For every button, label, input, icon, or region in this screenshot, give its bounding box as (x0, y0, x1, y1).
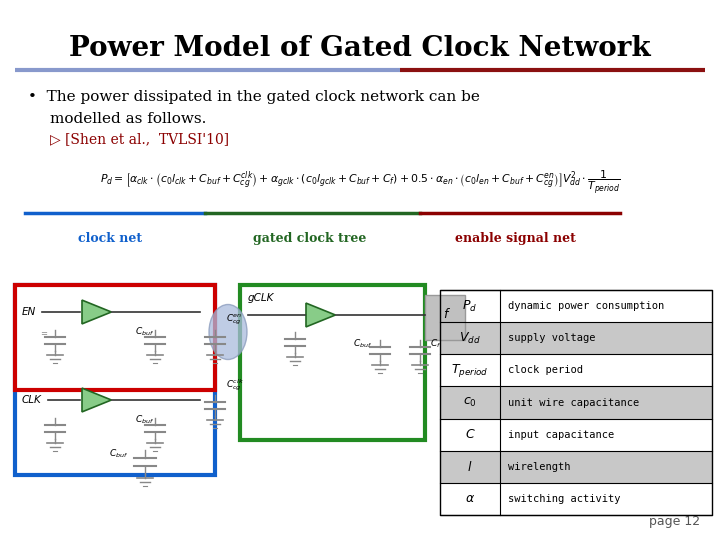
Text: clock period: clock period (508, 366, 583, 375)
Text: clock net: clock net (78, 232, 142, 245)
Ellipse shape (209, 305, 247, 360)
Polygon shape (306, 303, 336, 327)
Text: $C_{cg}^{clk}$: $C_{cg}^{clk}$ (226, 377, 244, 393)
Text: input capacitance: input capacitance (508, 430, 614, 440)
Bar (440, 290, 712, 322)
Text: $C_{buf}$: $C_{buf}$ (109, 448, 128, 461)
Text: dynamic power consumption: dynamic power consumption (508, 301, 665, 311)
Bar (440, 354, 712, 387)
Bar (15, 285, 215, 475)
Bar (440, 322, 712, 354)
Text: $\alpha$: $\alpha$ (465, 492, 475, 505)
Text: $P_d = \left[\alpha_{clk} \cdot \left(c_0 l_{clk} + C_{buf} + C_{cg}^{clk}\right: $P_d = \left[\alpha_{clk} \cdot \left(c_… (99, 168, 621, 196)
Text: gCLK: gCLK (248, 293, 274, 303)
Bar (440, 451, 712, 483)
Bar (440, 387, 712, 418)
Text: $V_{dd}$: $V_{dd}$ (459, 330, 481, 346)
Bar (440, 418, 712, 451)
Text: gated clock tree: gated clock tree (253, 232, 366, 245)
Bar (425, 295, 465, 340)
Bar (240, 285, 425, 440)
Polygon shape (82, 300, 112, 324)
Text: $T_{period}$: $T_{period}$ (451, 362, 489, 379)
Text: $C_{buf}$: $C_{buf}$ (135, 413, 155, 426)
Bar (440, 290, 712, 515)
Text: $C_{buf}$: $C_{buf}$ (353, 337, 372, 349)
Text: modelled as follows.: modelled as follows. (50, 112, 207, 126)
Text: switching activity: switching activity (508, 494, 621, 504)
Bar (15, 285, 215, 390)
Text: supply voltage: supply voltage (508, 333, 595, 343)
Text: Power Model of Gated Clock Network: Power Model of Gated Clock Network (69, 35, 651, 62)
Text: $C_f$: $C_f$ (430, 338, 441, 350)
Text: $c_0$: $c_0$ (463, 396, 477, 409)
Polygon shape (82, 388, 112, 412)
Text: enable signal net: enable signal net (454, 232, 575, 245)
Text: CLK: CLK (22, 395, 42, 405)
Bar (440, 483, 712, 515)
Text: f: f (443, 308, 447, 321)
Text: $P_d$: $P_d$ (462, 299, 477, 314)
Text: $=$: $=$ (39, 328, 49, 337)
Text: unit wire capacitance: unit wire capacitance (508, 397, 639, 408)
Text: $C_{cg}^{en}$: $C_{cg}^{en}$ (226, 313, 243, 327)
Text: page 12: page 12 (649, 515, 700, 528)
Text: ▷ [Shen et al.,  TVLSI'10]: ▷ [Shen et al., TVLSI'10] (50, 132, 229, 146)
Text: $C$: $C$ (464, 428, 475, 441)
Text: $l$: $l$ (467, 460, 473, 474)
Text: wirelength: wirelength (508, 462, 570, 472)
Text: $C_{buf}$: $C_{buf}$ (135, 325, 155, 338)
Text: •  The power dissipated in the gated clock network can be: • The power dissipated in the gated cloc… (28, 90, 480, 104)
Text: EN: EN (22, 307, 36, 317)
